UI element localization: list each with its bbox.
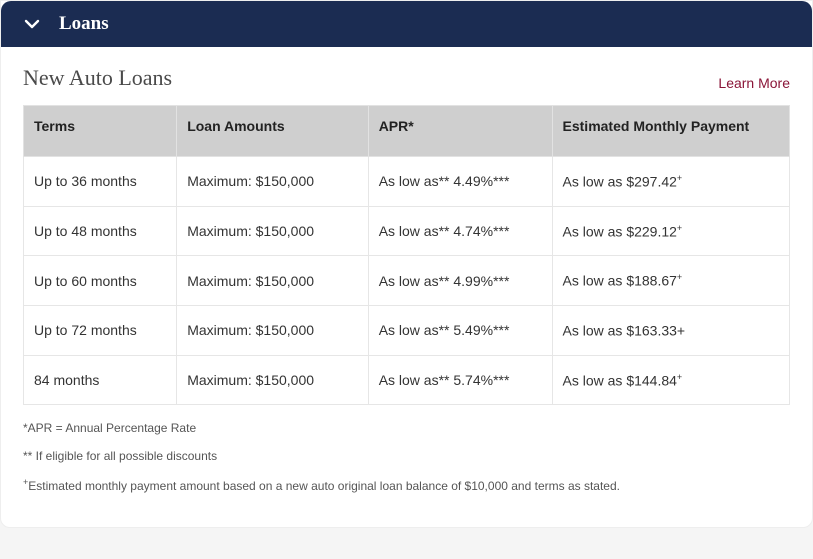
table-row: Up to 60 months Maximum: $150,000 As low… xyxy=(24,256,790,306)
cell-payment: As low as $144.84+ xyxy=(552,355,789,405)
cell-amount: Maximum: $150,000 xyxy=(177,157,369,207)
footnote-text: Estimated monthly payment amount based o… xyxy=(28,479,620,493)
section-header: New Auto Loans Learn More xyxy=(23,65,790,91)
cell-term: Up to 60 months xyxy=(24,256,177,306)
panel-header[interactable]: Loans xyxy=(1,1,812,47)
cell-amount: Maximum: $150,000 xyxy=(177,355,369,405)
footnote-apr: *APR = Annual Percentage Rate xyxy=(23,421,790,435)
cell-apr: As low as** 4.49%*** xyxy=(368,157,552,207)
payment-text: As low as $144.84 xyxy=(563,372,677,388)
col-header-terms: Terms xyxy=(24,106,177,157)
payment-sup: + xyxy=(677,173,682,183)
payment-sup: + xyxy=(677,372,682,382)
payment-sup: + xyxy=(677,272,682,282)
chevron-down-icon xyxy=(23,15,41,33)
table-row: Up to 48 months Maximum: $150,000 As low… xyxy=(24,206,790,256)
footnotes: *APR = Annual Percentage Rate ** If elig… xyxy=(23,421,790,493)
payment-sup: + xyxy=(677,223,682,233)
cell-term: 84 months xyxy=(24,355,177,405)
payment-text: As low as $188.67 xyxy=(563,273,677,289)
table-row: Up to 72 months Maximum: $150,000 As low… xyxy=(24,305,790,355)
table-header-row: Terms Loan Amounts APR* Estimated Monthl… xyxy=(24,106,790,157)
cell-amount: Maximum: $150,000 xyxy=(177,206,369,256)
cell-apr: As low as** 4.74%*** xyxy=(368,206,552,256)
cell-amount: Maximum: $150,000 xyxy=(177,305,369,355)
cell-payment: As low as $188.67+ xyxy=(552,256,789,306)
learn-more-link[interactable]: Learn More xyxy=(718,75,790,91)
cell-term: Up to 72 months xyxy=(24,305,177,355)
loans-panel: Loans New Auto Loans Learn More Terms Lo… xyxy=(0,0,813,528)
footnote-discounts: ** If eligible for all possible discount… xyxy=(23,449,790,463)
cell-apr: As low as** 4.99%*** xyxy=(368,256,552,306)
footnote-payment: +Estimated monthly payment amount based … xyxy=(23,477,790,493)
panel-title: Loans xyxy=(59,13,109,35)
table-row: Up to 36 months Maximum: $150,000 As low… xyxy=(24,157,790,207)
col-header-apr: APR* xyxy=(368,106,552,157)
rates-table: Terms Loan Amounts APR* Estimated Monthl… xyxy=(23,105,790,405)
col-header-amounts: Loan Amounts xyxy=(177,106,369,157)
section-title: New Auto Loans xyxy=(23,65,172,91)
table-row: 84 months Maximum: $150,000 As low as** … xyxy=(24,355,790,405)
cell-amount: Maximum: $150,000 xyxy=(177,256,369,306)
payment-text: As low as $297.42 xyxy=(563,174,677,190)
cell-payment: As low as $229.12+ xyxy=(552,206,789,256)
col-header-payment: Estimated Monthly Payment xyxy=(552,106,789,157)
cell-payment: As low as $163.33+ xyxy=(552,305,789,355)
cell-apr: As low as** 5.49%*** xyxy=(368,305,552,355)
cell-term: Up to 36 months xyxy=(24,157,177,207)
cell-apr: As low as** 5.74%*** xyxy=(368,355,552,405)
cell-payment: As low as $297.42+ xyxy=(552,157,789,207)
payment-text: As low as $163.33+ xyxy=(563,323,686,339)
cell-term: Up to 48 months xyxy=(24,206,177,256)
panel-content: New Auto Loans Learn More Terms Loan Amo… xyxy=(1,47,812,527)
payment-text: As low as $229.12 xyxy=(563,223,677,239)
